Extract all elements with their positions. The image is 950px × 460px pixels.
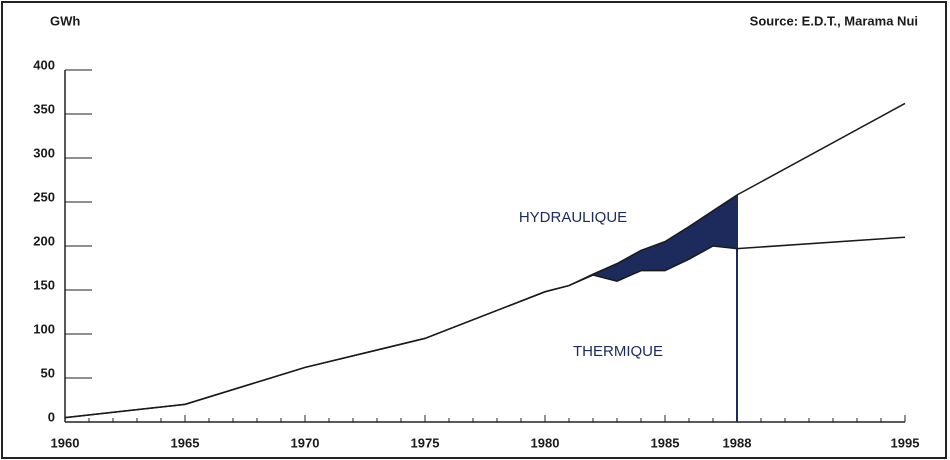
- x-tick-label: 1988: [723, 435, 752, 450]
- x-tick-label: 1985: [651, 435, 680, 450]
- x-tick-label: 1980: [531, 435, 560, 450]
- y-axis-label: GWh: [50, 13, 80, 28]
- x-tick-label: 1965: [171, 435, 200, 450]
- series-line: [64, 102, 906, 419]
- y-tick-label: 400: [33, 57, 55, 72]
- y-tick-label: 100: [33, 321, 55, 336]
- x-tick-label: 1975: [411, 435, 440, 450]
- y-tick-label: 50: [41, 365, 55, 380]
- series-line: [64, 236, 906, 419]
- y-tick-label: 300: [33, 145, 55, 160]
- y-tick-label: 150: [33, 277, 55, 292]
- y-tick-label: 250: [33, 189, 55, 204]
- x-tick-label: 1960: [51, 435, 80, 450]
- hydraulique-area: [569, 194, 737, 286]
- y-tick-label: 200: [33, 233, 55, 248]
- annotation: HYDRAULIQUE: [519, 209, 627, 226]
- y-tick-label: 350: [33, 101, 55, 116]
- y-tick-label: 0: [48, 409, 55, 424]
- source: Source: E.D.T., Marama Nui: [750, 13, 918, 28]
- x-tick-label: 1970: [291, 435, 320, 450]
- annotation: THERMIQUE: [573, 343, 663, 360]
- x-tick-label: 1995: [891, 435, 920, 450]
